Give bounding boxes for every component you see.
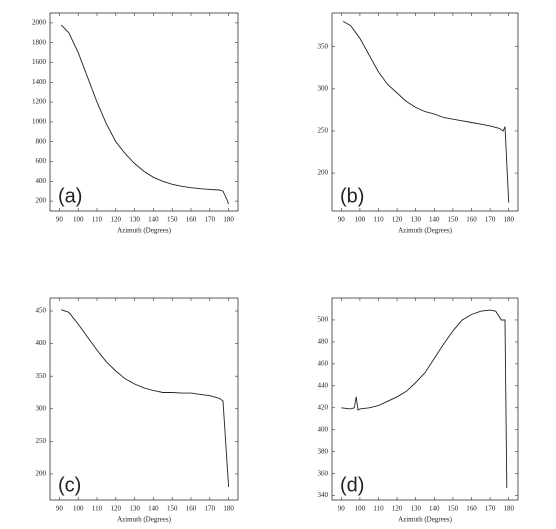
y-tick-label: 300 — [318, 84, 329, 92]
x-tick-label: 170 — [205, 216, 216, 224]
x-tick-label: 130 — [410, 505, 421, 513]
x-tick-label: 100 — [73, 216, 84, 224]
x-tick-label: 150 — [448, 505, 459, 513]
x-tick-label: 90 — [56, 505, 64, 513]
x-axis-label: Azimuth (Degrees) — [117, 227, 172, 235]
x-axis-label: Azimuth (Degrees) — [398, 516, 453, 524]
x-tick-label: 100 — [73, 505, 84, 513]
y-tick-label: 2000 — [32, 19, 47, 27]
x-tick-label: 160 — [466, 216, 477, 224]
x-tick-label: 120 — [111, 505, 122, 513]
x-tick-label: 90 — [338, 216, 346, 224]
y-tick-label: 600 — [36, 157, 47, 165]
x-tick-label: 150 — [167, 505, 178, 513]
y-tick-label: 500 — [318, 316, 329, 324]
plot-frame — [49, 297, 239, 501]
x-tick-label: 150 — [167, 216, 178, 224]
x-tick-label: 180 — [503, 216, 514, 224]
y-tick-label: 1000 — [32, 118, 47, 126]
x-tick-label: 110 — [373, 216, 384, 224]
y-tick-label: 460 — [318, 359, 329, 367]
x-tick-label: 180 — [503, 505, 514, 513]
x-tick-label: 170 — [205, 505, 216, 513]
panel-label: (d) — [340, 474, 364, 496]
x-tick-label: 170 — [485, 505, 496, 513]
y-tick-label: 200 — [36, 197, 47, 205]
panel-label: (b) — [340, 185, 364, 207]
y-tick-label: 1800 — [32, 38, 47, 46]
x-tick-label: 140 — [429, 505, 440, 513]
data-line — [60, 24, 230, 205]
x-tick-label: 160 — [466, 505, 477, 513]
x-tick-label: 130 — [129, 505, 140, 513]
y-tick-label: 400 — [318, 425, 329, 433]
plot-frame — [331, 12, 519, 212]
y-tick-label: 400 — [36, 177, 47, 185]
x-tick-label: 110 — [92, 505, 103, 513]
y-tick-label: 1200 — [32, 98, 47, 106]
x-tick-label: 140 — [148, 216, 159, 224]
y-tick-label: 250 — [318, 127, 329, 135]
x-tick-label: 170 — [485, 216, 496, 224]
x-axis-label: Azimuth (Degrees) — [117, 516, 172, 524]
x-tick-label: 130 — [410, 216, 421, 224]
x-tick-label: 120 — [392, 216, 403, 224]
y-tick-label: 800 — [36, 137, 47, 145]
y-tick-label: 360 — [318, 469, 329, 477]
data-line — [342, 21, 510, 203]
x-tick-label: 180 — [223, 216, 234, 224]
y-tick-label: 340 — [318, 491, 329, 499]
x-tick-label: 120 — [392, 505, 403, 513]
x-tick-label: 100 — [355, 505, 366, 513]
y-tick-label: 200 — [318, 169, 329, 177]
y-tick-label: 420 — [318, 403, 329, 411]
y-tick-label: 1600 — [32, 58, 47, 66]
x-tick-label: 160 — [186, 505, 197, 513]
y-tick-label: 480 — [318, 338, 329, 346]
y-tick-label: 250 — [36, 437, 47, 445]
x-tick-label: 130 — [129, 216, 140, 224]
x-tick-label: 120 — [111, 216, 122, 224]
y-tick-label: 350 — [36, 372, 47, 380]
x-axis-label: Azimuth (Degrees) — [398, 227, 453, 235]
y-tick-label: 400 — [36, 339, 47, 347]
x-tick-label: 100 — [355, 216, 366, 224]
y-tick-label: 300 — [36, 404, 47, 412]
x-tick-label: 140 — [148, 505, 159, 513]
panel-label: (a) — [58, 185, 82, 207]
x-tick-label: 110 — [373, 505, 384, 513]
y-tick-label: 440 — [318, 381, 329, 389]
data-line — [341, 309, 508, 488]
panel-label: (c) — [58, 474, 81, 496]
y-tick-label: 1400 — [32, 78, 47, 86]
plot-frame — [49, 12, 239, 212]
x-tick-label: 140 — [429, 216, 440, 224]
data-line — [61, 309, 230, 488]
y-tick-label: 200 — [36, 470, 47, 478]
x-tick-label: 150 — [448, 216, 459, 224]
x-tick-label: 90 — [56, 216, 64, 224]
y-tick-label: 350 — [318, 42, 329, 50]
plot-frame — [331, 297, 519, 501]
y-tick-label: 450 — [36, 307, 47, 315]
y-tick-label: 380 — [318, 447, 329, 455]
x-tick-label: 180 — [223, 505, 234, 513]
x-tick-label: 90 — [338, 505, 346, 513]
x-tick-label: 110 — [92, 216, 103, 224]
x-tick-label: 160 — [186, 216, 197, 224]
